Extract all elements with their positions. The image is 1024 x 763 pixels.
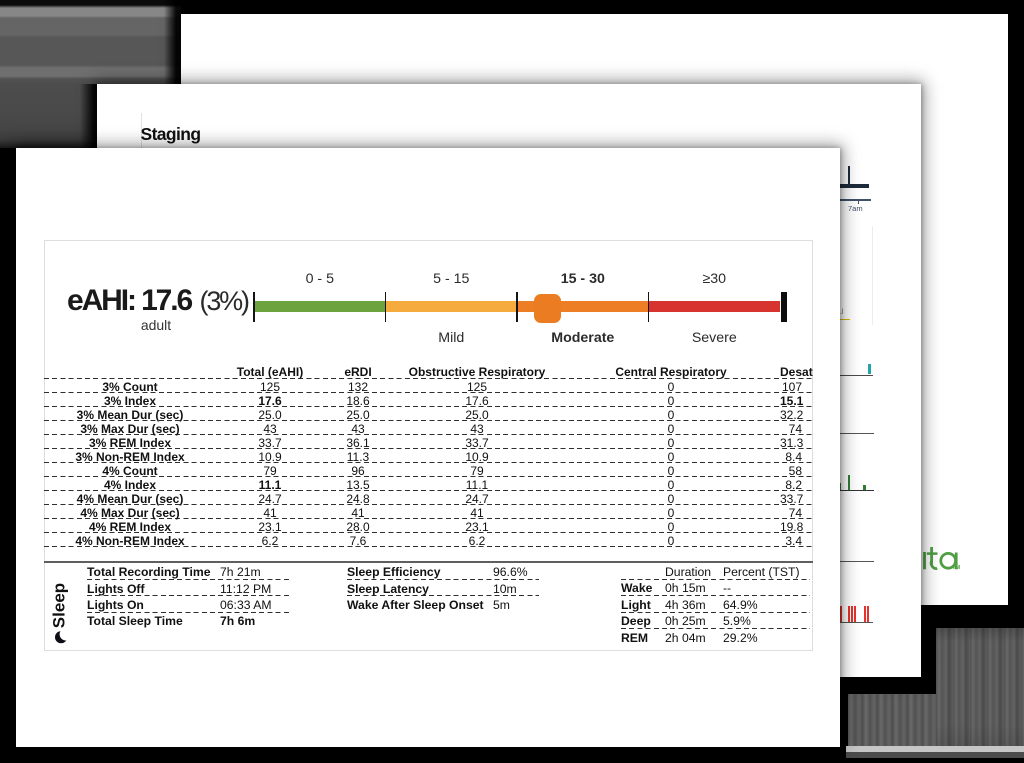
svg-text:TM: TM [952,565,960,571]
